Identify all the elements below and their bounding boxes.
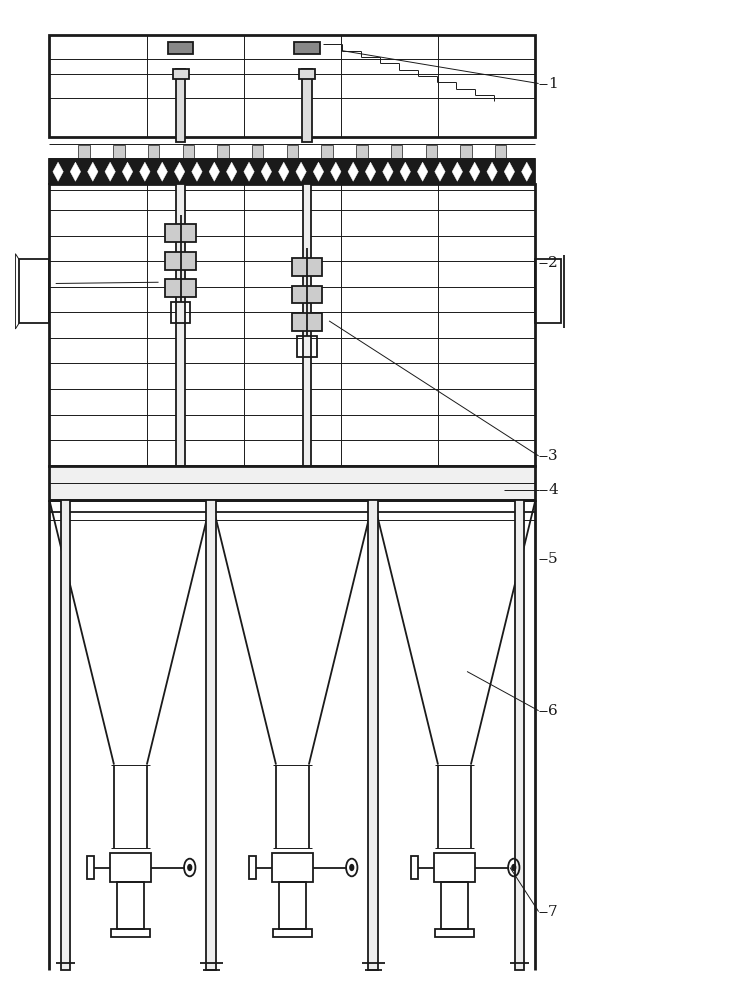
Polygon shape xyxy=(470,162,480,181)
Bar xyxy=(515,500,524,970)
Bar xyxy=(279,882,305,929)
Text: 3: 3 xyxy=(548,449,558,463)
Bar xyxy=(19,259,49,323)
Polygon shape xyxy=(452,162,462,181)
Polygon shape xyxy=(296,162,306,181)
Polygon shape xyxy=(261,162,272,181)
Polygon shape xyxy=(53,162,63,181)
Bar xyxy=(297,336,317,357)
Text: 1: 1 xyxy=(548,77,558,91)
Polygon shape xyxy=(227,162,237,181)
Bar xyxy=(368,500,379,970)
Polygon shape xyxy=(139,162,150,181)
Bar xyxy=(168,42,193,54)
Bar xyxy=(435,929,474,937)
Bar xyxy=(294,42,319,54)
Polygon shape xyxy=(382,162,393,181)
Polygon shape xyxy=(244,162,254,181)
Bar xyxy=(356,145,368,158)
Bar xyxy=(79,145,90,158)
Bar xyxy=(249,856,256,879)
Bar xyxy=(61,500,70,970)
Polygon shape xyxy=(435,162,446,181)
Bar xyxy=(117,882,144,929)
Bar xyxy=(110,853,150,882)
Polygon shape xyxy=(87,162,98,181)
Bar xyxy=(272,853,313,882)
Polygon shape xyxy=(313,162,324,181)
Bar xyxy=(165,224,196,242)
Text: 5: 5 xyxy=(548,552,558,566)
Polygon shape xyxy=(504,162,515,181)
Polygon shape xyxy=(70,162,81,181)
Polygon shape xyxy=(418,162,428,181)
Polygon shape xyxy=(209,162,219,181)
Polygon shape xyxy=(175,162,185,181)
Polygon shape xyxy=(192,162,202,181)
Bar xyxy=(302,69,312,142)
Bar xyxy=(292,313,322,331)
Circle shape xyxy=(188,865,192,870)
Bar xyxy=(435,853,475,882)
Bar xyxy=(273,929,312,937)
Polygon shape xyxy=(522,162,532,181)
Bar xyxy=(460,145,472,158)
Text: 2: 2 xyxy=(548,256,558,270)
Polygon shape xyxy=(348,162,358,181)
Bar xyxy=(113,145,125,158)
Bar xyxy=(87,856,95,879)
Bar xyxy=(111,929,150,937)
Bar xyxy=(165,252,196,270)
Bar xyxy=(183,145,194,158)
Bar xyxy=(292,258,322,276)
Bar xyxy=(217,145,229,158)
Bar xyxy=(441,882,468,929)
Bar xyxy=(426,145,437,158)
Bar xyxy=(302,184,311,466)
Polygon shape xyxy=(157,162,167,181)
Bar xyxy=(411,856,418,879)
Bar xyxy=(49,466,535,500)
Text: 6: 6 xyxy=(548,704,558,718)
Bar xyxy=(252,145,264,158)
Bar xyxy=(391,145,402,158)
Polygon shape xyxy=(330,162,341,181)
Bar xyxy=(206,500,217,970)
Polygon shape xyxy=(366,162,376,181)
Bar xyxy=(148,145,159,158)
Polygon shape xyxy=(400,162,410,181)
Bar xyxy=(176,69,186,142)
Bar xyxy=(299,69,315,79)
Bar xyxy=(165,279,196,297)
Text: 7: 7 xyxy=(548,905,558,919)
Polygon shape xyxy=(487,162,497,181)
Bar xyxy=(321,145,333,158)
Bar xyxy=(172,69,189,79)
Circle shape xyxy=(350,865,354,870)
Bar xyxy=(171,302,191,323)
Bar xyxy=(495,145,506,158)
Bar xyxy=(49,184,535,466)
Circle shape xyxy=(512,865,516,870)
Bar xyxy=(287,145,298,158)
Bar xyxy=(49,34,535,137)
Bar xyxy=(49,159,535,184)
Polygon shape xyxy=(105,162,115,181)
Bar xyxy=(292,286,322,303)
Bar xyxy=(535,259,562,323)
Polygon shape xyxy=(123,162,133,181)
Bar xyxy=(176,184,185,466)
Polygon shape xyxy=(278,162,289,181)
Text: 4: 4 xyxy=(548,483,558,497)
